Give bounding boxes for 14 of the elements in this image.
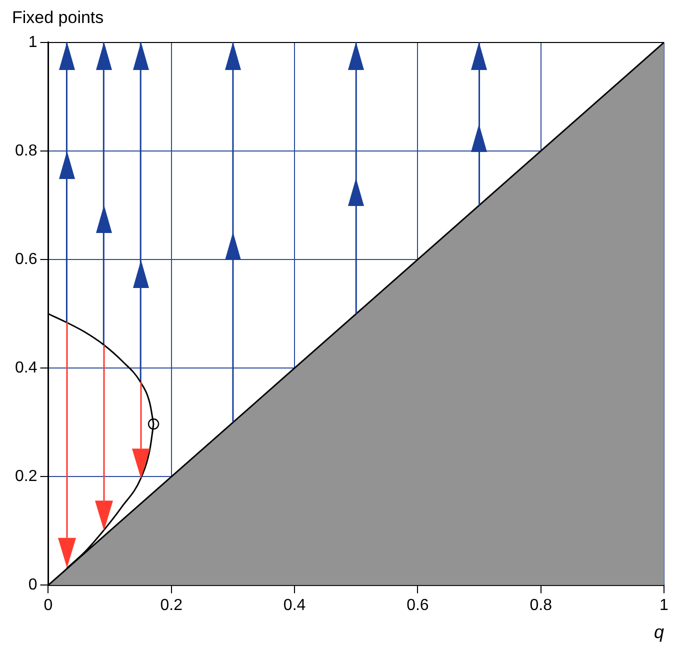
x-tick-label: 1	[660, 597, 669, 614]
x-tick-label: 0.6	[406, 597, 429, 614]
chart-title: Fixed points	[12, 8, 104, 27]
x-tick-label: 0.2	[160, 597, 183, 614]
x-axis-title: q	[654, 622, 664, 642]
y-tick-label: 0.4	[14, 359, 38, 376]
y-tick-label: 0.2	[14, 468, 38, 486]
y-tick-label: 1	[28, 34, 38, 51]
x-tick-label: 0.4	[283, 597, 306, 614]
y-tick-label: 0	[28, 576, 38, 594]
x-tick-label: 0	[44, 597, 53, 614]
x-tick-label: 0.8	[530, 597, 552, 614]
y-tick-label: 0.8	[14, 142, 38, 160]
y-tick-label: 0.6	[14, 250, 38, 268]
